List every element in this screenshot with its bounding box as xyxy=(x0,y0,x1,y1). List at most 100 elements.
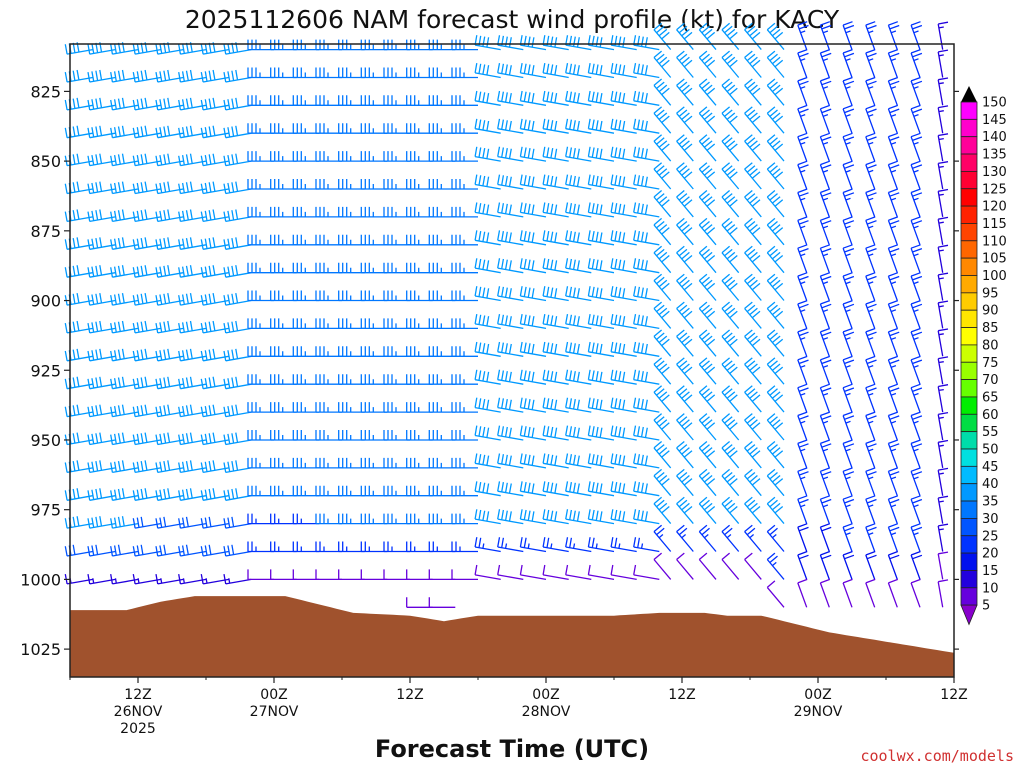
wind-barb xyxy=(87,69,116,83)
wind-barb xyxy=(110,544,139,557)
wind-barb xyxy=(132,181,161,195)
wind-barb xyxy=(819,132,832,162)
wind-barb xyxy=(676,162,694,190)
wind-barb xyxy=(292,67,320,79)
wind-barb xyxy=(155,488,184,501)
wind-barb xyxy=(721,385,740,413)
wind-barb xyxy=(842,550,855,580)
wind-barb xyxy=(766,22,785,51)
y-tick-label: 900 xyxy=(30,292,61,311)
wind-barb xyxy=(744,162,762,190)
wind-barb xyxy=(497,230,524,246)
wind-barb xyxy=(676,106,694,134)
wind-barb xyxy=(451,206,478,218)
wind-barb xyxy=(360,513,388,525)
wind-barb xyxy=(178,237,207,250)
wind-barb xyxy=(338,290,365,302)
wind-barb xyxy=(842,76,855,106)
wind-barb xyxy=(887,550,900,580)
wind-barb xyxy=(451,151,478,162)
wind-barb xyxy=(428,513,456,525)
wind-barb xyxy=(698,496,717,525)
wind-barb xyxy=(132,460,161,474)
wind-barb xyxy=(451,346,478,357)
wind-barb xyxy=(223,432,252,446)
wind-barb xyxy=(819,355,832,385)
wind-barb xyxy=(633,397,660,413)
wind-barb xyxy=(223,292,252,306)
wind-barb xyxy=(587,118,615,134)
wind-barb xyxy=(200,209,229,223)
y-tick-label: 875 xyxy=(30,222,61,241)
wind-barb xyxy=(721,162,740,190)
wind-barb xyxy=(315,262,342,274)
wind-barb xyxy=(451,262,478,274)
wind-barb xyxy=(270,318,297,330)
wind-barb xyxy=(676,134,694,162)
wind-barb xyxy=(87,348,116,362)
wind-barb xyxy=(406,151,433,162)
wind-barb xyxy=(406,374,433,385)
wind-barb xyxy=(842,578,853,608)
wind-barb xyxy=(110,97,139,111)
wind-barb xyxy=(247,290,274,302)
wind-barb xyxy=(519,146,547,162)
wind-barb xyxy=(937,21,949,50)
chart-title: 2025112606 NAM forecast wind profile (kt… xyxy=(185,5,840,34)
wind-barb xyxy=(474,341,501,357)
wind-barb xyxy=(542,313,569,330)
colorbar-label: 5 xyxy=(982,599,990,614)
wind-barb xyxy=(865,21,877,50)
wind-barb xyxy=(519,174,547,190)
wind-barb xyxy=(247,541,274,553)
wind-barb xyxy=(865,439,877,469)
wind-barb xyxy=(315,457,342,469)
wind-barb xyxy=(744,78,762,106)
wind-barb xyxy=(155,292,184,306)
x-tick-label: 00Z xyxy=(532,687,559,703)
wind-barb xyxy=(744,134,762,162)
wind-barb xyxy=(819,439,832,469)
wind-barb xyxy=(383,67,410,79)
wind-barb xyxy=(292,569,320,581)
wind-barb xyxy=(497,313,524,330)
wind-barb xyxy=(497,202,524,218)
wind-barb xyxy=(937,439,949,469)
wind-barb xyxy=(721,50,740,78)
wind-barb xyxy=(360,206,388,218)
wind-barb xyxy=(565,537,592,553)
wind-barb xyxy=(587,202,615,218)
x-tick-label: 12Z xyxy=(396,687,423,703)
wind-barb xyxy=(937,356,949,385)
wind-barb xyxy=(865,383,877,413)
wind-barb xyxy=(270,179,297,190)
wind-barb xyxy=(744,441,762,469)
wind-barb xyxy=(474,313,501,330)
colorbar-swatch xyxy=(960,309,978,328)
wind-barb xyxy=(474,174,501,190)
x-tick-label: 12Z xyxy=(124,687,151,703)
wind-barb xyxy=(270,262,297,274)
wind-barb xyxy=(451,457,478,469)
colorbar-label: 50 xyxy=(982,443,999,458)
wind-barb xyxy=(887,216,900,246)
wind-barb xyxy=(270,374,297,385)
wind-barb xyxy=(451,485,478,497)
wind-barb xyxy=(451,402,478,413)
wind-barb xyxy=(819,523,832,552)
wind-barb xyxy=(766,413,785,441)
wind-barb xyxy=(270,95,297,106)
wind-barb xyxy=(223,516,252,529)
wind-barb xyxy=(887,411,900,441)
wind-barb xyxy=(887,383,900,413)
wind-barb xyxy=(132,516,161,529)
wind-barb xyxy=(910,327,923,357)
wind-barb xyxy=(797,411,809,441)
wind-barb xyxy=(110,237,139,250)
wind-barb xyxy=(744,329,762,357)
wind-barb xyxy=(587,564,615,581)
wind-barb xyxy=(360,374,388,385)
wind-barb xyxy=(315,290,342,302)
wind-barb xyxy=(155,265,184,278)
wind-barb xyxy=(406,541,433,553)
